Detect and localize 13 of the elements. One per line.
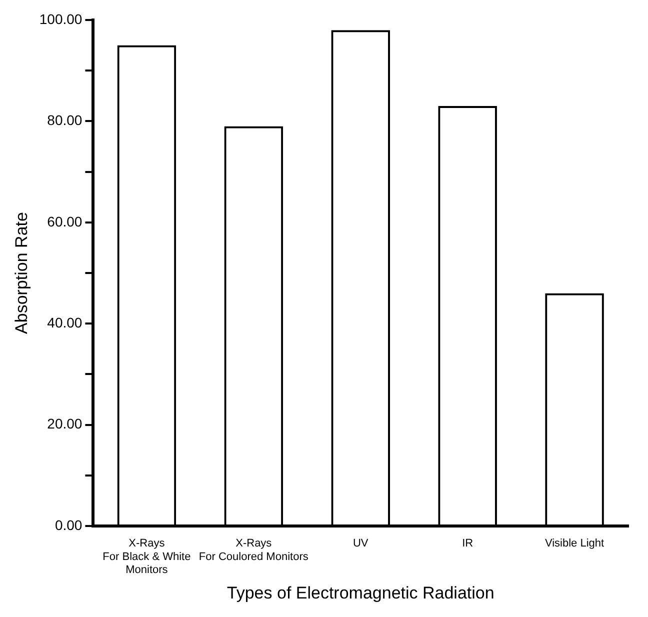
- y-tick-label: 100.00: [39, 10, 82, 27]
- y-axis-title: Absorption Rate: [12, 212, 31, 334]
- y-tick-label: 60.00: [47, 213, 82, 230]
- y-tick-label: 20.00: [47, 416, 82, 432]
- y-tick-label: 0.00: [54, 516, 82, 533]
- y-tick-label: 80.00: [47, 112, 82, 128]
- x-tick-label: Visible Light: [544, 538, 604, 550]
- x-tick-label: X-Rays For Coulored Monitors: [198, 538, 309, 563]
- x-axis-title: Types of Electromagnetic Radiation: [226, 583, 494, 602]
- x-tick-label: X-Rays For Black & White Monitors: [102, 538, 191, 576]
- x-tick-label: UV: [352, 538, 369, 550]
- x-tick-label: IR: [462, 538, 474, 550]
- y-tick-label: 40.00: [47, 314, 82, 330]
